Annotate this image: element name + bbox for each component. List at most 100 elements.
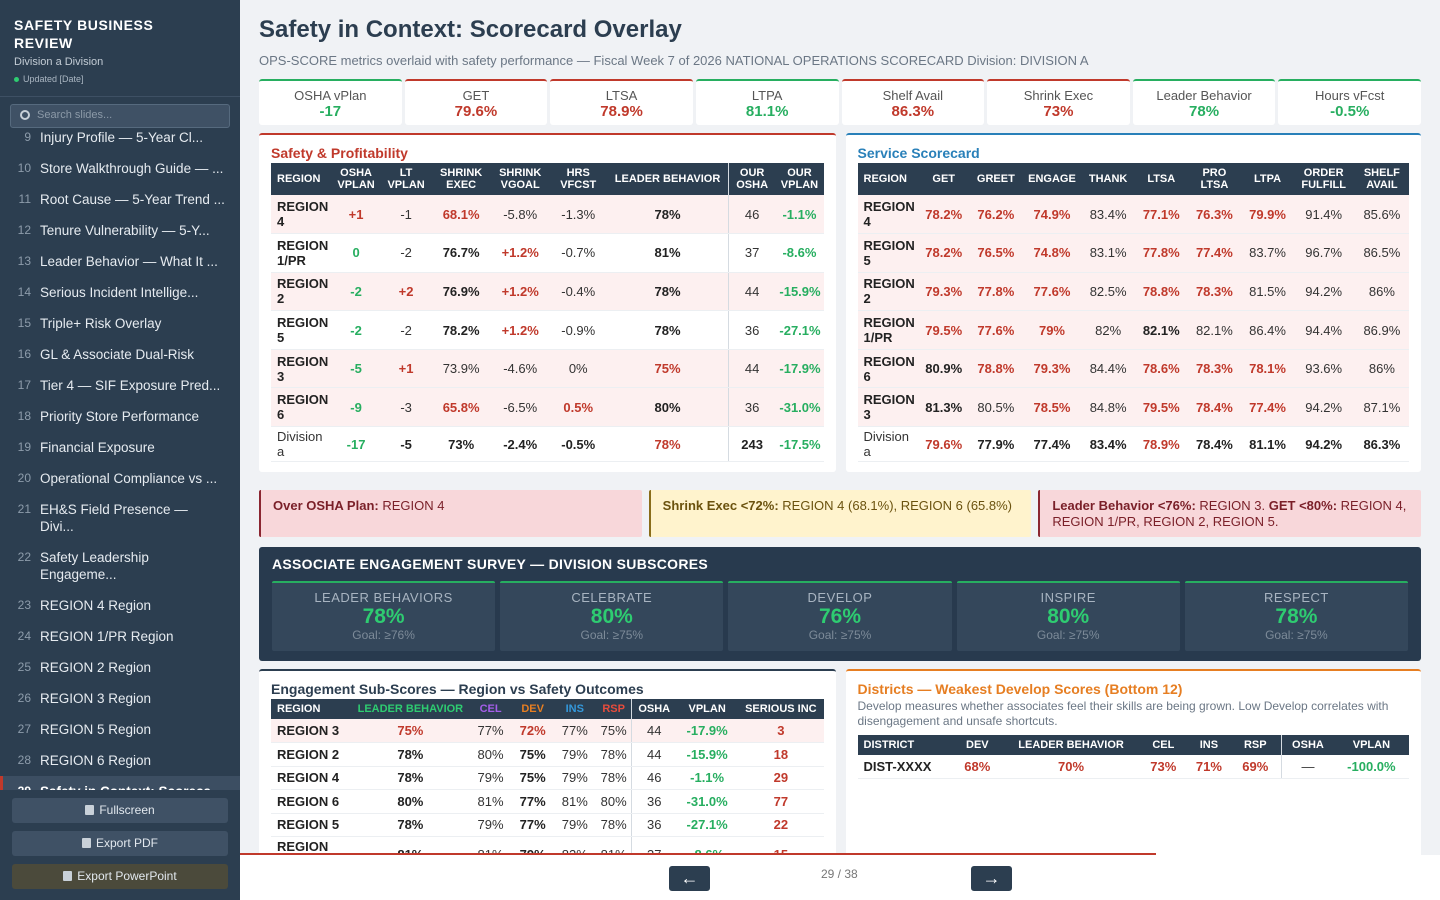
slide-item[interactable]: 22 Safety Leadership Engageme...	[0, 542, 240, 590]
slide-item[interactable]: 15 Triple+ Risk Overlay	[0, 308, 240, 339]
slide-number: 15	[17, 316, 31, 330]
table-cell: REGION 3	[271, 349, 332, 389]
table-cell: 3	[738, 719, 824, 743]
slide-item[interactable]: 25 REGION 2 Region	[0, 652, 240, 683]
safety-panel: Safety & Profitability REGION OSHA VPLAN L…	[259, 133, 836, 472]
safety-table: REGION OSHA VPLAN LT VPLAN SHRINK EXEC SHRIN…	[271, 163, 824, 463]
slide-label: Store Walkthrough Guide — ...	[40, 161, 224, 176]
slide-item[interactable]: 20 Operational Compliance vs ...	[0, 463, 240, 494]
slide-item[interactable]: 14 Serious Incident Intellige...	[0, 277, 240, 308]
slide-item[interactable]: 13 Leader Behavior — What It ...	[0, 246, 240, 277]
main-content: Safety in Context: Scorecard Overlay OPS…	[240, 0, 1440, 855]
districts-panel: Districts — Weakest Develop Scores (Bott…	[845, 669, 1421, 855]
table-row: REGION 1/PR81%81%79%82%81%37-8.6%15	[271, 836, 824, 855]
column-header: INS	[553, 699, 596, 719]
table-cell: 79%	[553, 766, 596, 790]
sidebar-button[interactable]: Fullscreen	[12, 798, 228, 823]
slide-item[interactable]: 9 Injury Profile — 5-Year Cl...	[0, 132, 240, 153]
table-cell: 94.2%	[1292, 272, 1355, 312]
slide-label: Operational Compliance vs ...	[40, 471, 218, 486]
table-body: REGION 3 75% 77% 72% 77% 75% 44 -17.9% 3 REGION 2…	[271, 719, 824, 855]
table-cell: -17.5%	[775, 426, 824, 463]
column-header: SHELF AVAIL	[1354, 163, 1409, 195]
districts-table: DISTRICT DEV LEADER BEHAVIOR CEL INS RSP OSHA V…	[857, 735, 1409, 779]
table-cell: 83.4%	[1080, 195, 1137, 235]
slide-number: 20	[17, 471, 31, 485]
slide-item[interactable]: 16 GL & Associate Dual-Risk	[0, 339, 240, 370]
table-cell: 75%	[607, 349, 729, 389]
sidebar-button[interactable]: Export PowerPoint	[12, 864, 228, 889]
column-header: GREET	[967, 163, 1024, 195]
table-cell: 75%	[351, 719, 470, 743]
slide-label: REGION 6 Region	[40, 753, 152, 768]
table-cell: +2	[381, 272, 432, 312]
slide-item[interactable]: 10 Store Walkthrough Guide — ...	[0, 153, 240, 184]
button-label: Fullscreen	[99, 803, 155, 817]
alert-box: Leader Behavior <76%: REGION 3. GET <80%…	[1038, 490, 1422, 537]
sidebar-button[interactable]: Export PDF	[12, 831, 228, 856]
card-label: RESPECT	[1263, 590, 1329, 605]
column-header: OUR VPLAN	[775, 163, 824, 195]
column-header: VPLAN	[676, 699, 739, 719]
kpi-card: OSHA vPlan -17	[259, 79, 402, 125]
table-cell: 69%	[1229, 755, 1282, 779]
table-cell: 36	[631, 789, 677, 814]
slide-number: 19	[17, 440, 31, 454]
slide-label: Serious Incident Intellige...	[40, 285, 199, 300]
table-cell: -4.6%	[491, 349, 550, 389]
slide-item[interactable]: 27 REGION 5 Region	[0, 714, 240, 745]
table-cell: 78.2%	[919, 195, 968, 235]
column-header: RSP	[1229, 735, 1282, 755]
kpi-label: LTPA	[751, 88, 783, 103]
header-row: REGION GET GREET ENGAGE THANK LTSA PRO LTSA LTP…	[857, 163, 1409, 195]
table-cell: REGION 3	[857, 387, 920, 428]
table-cell: 68.1%	[431, 195, 492, 235]
table-cell: -0.4%	[549, 272, 608, 312]
column-header: INS	[1188, 735, 1230, 755]
table-cell: 76.9%	[431, 272, 492, 312]
slide-label: Priority Store Performance	[40, 409, 200, 424]
sidebar: SAFETY BUSINESS REVIEW Division a Divisi…	[0, 0, 240, 900]
slide-item[interactable]: 26 REGION 3 Region	[0, 683, 240, 714]
slide-item[interactable]: 23 REGION 4 Region	[0, 590, 240, 621]
kpi-label: Shrink Exec	[1023, 88, 1094, 103]
service-table: REGION GET GREET ENGAGE THANK LTSA PRO LTSA LTP…	[857, 163, 1409, 463]
table-cell: 81%	[595, 836, 632, 855]
table-cell: 81%	[607, 233, 729, 273]
slide-item[interactable]: 28 REGION 6 Region	[0, 745, 240, 776]
table-cell: 37	[727, 233, 776, 273]
slide-item[interactable]: 19 Financial Exposure	[0, 432, 240, 463]
slide-number: 12	[17, 223, 31, 237]
table-cell: 83.7%	[1242, 233, 1293, 273]
table-cell: 79%	[469, 813, 512, 837]
slide-number: 22	[17, 550, 31, 564]
slide-item[interactable]: 17 Tier 4 — SIF Exposure Pred...	[0, 370, 240, 401]
alert-text: Leader Behavior <76%:	[1052, 498, 1196, 513]
page-title: Safety in Context: Scorecard Overlay	[259, 16, 682, 43]
slide-label: REGION 3 Region	[40, 691, 152, 706]
table-cell: 75%	[511, 766, 554, 790]
prev-button[interactable]: ←	[669, 866, 710, 891]
table-cell: 44	[631, 719, 677, 743]
table-cell: REGION 4	[271, 766, 352, 790]
table-cell: 46	[631, 766, 677, 790]
slide-item[interactable]: 12 Tenure Vulnerability — 5-Y...	[0, 215, 240, 246]
table-cell: 79.9%	[1242, 195, 1293, 235]
card-label: LEADER BEHAVIORS	[314, 590, 453, 605]
table-cell: 86%	[1354, 272, 1409, 312]
table-cell: REGION 1/PR	[271, 233, 332, 273]
search-input[interactable]: Search slides...	[10, 104, 230, 128]
table-row: REGION 4 +1 -1 68.1% -5.8% -1.3% 78% 46 -1.1%	[271, 195, 824, 235]
table-cell: 0%	[549, 349, 608, 389]
slide-item[interactable]: 29Safety in Context: Scoreca...	[0, 776, 240, 790]
kpi-label: Hours vFcst	[1315, 88, 1385, 103]
slide-item[interactable]: 18 Priority Store Performance	[0, 401, 240, 432]
alert-text: Over OSHA Plan:	[273, 498, 379, 513]
slide-item[interactable]: 11 Root Cause — 5-Year Trend ...	[0, 184, 240, 215]
slide-item[interactable]: 24 REGION 1/PR Region	[0, 621, 240, 652]
service-panel: Service Scorecard REGION GET GREET ENGAGE TH…	[845, 133, 1421, 472]
slide-item[interactable]: 21 EH&S Field Presence — Divi...	[0, 494, 240, 542]
table-cell: 78.4%	[1186, 426, 1243, 463]
table-cell: 76.3%	[1186, 195, 1243, 235]
next-button[interactable]: →	[971, 866, 1012, 891]
